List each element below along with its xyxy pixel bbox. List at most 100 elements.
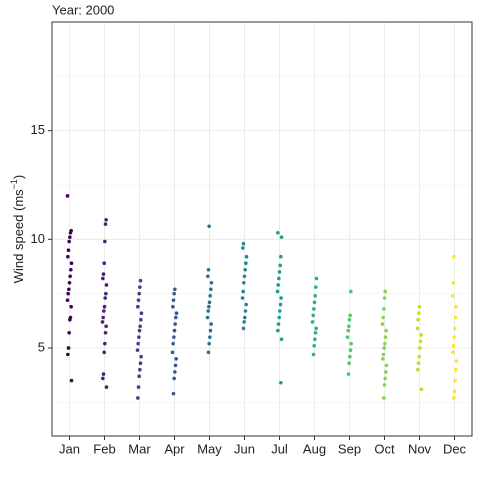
y-tick-label: 5 (38, 339, 45, 354)
point (104, 217, 108, 222)
point (103, 222, 108, 226)
point (139, 354, 143, 359)
point (102, 350, 106, 355)
point (278, 263, 282, 268)
point (172, 291, 176, 296)
point (68, 317, 72, 322)
point (382, 296, 387, 300)
point (314, 276, 319, 281)
point (451, 350, 455, 355)
x-tick-label: Oct (374, 441, 395, 456)
point (241, 246, 245, 250)
point (416, 361, 421, 365)
point (276, 322, 281, 326)
point (453, 326, 457, 331)
point (137, 328, 142, 333)
y-label-part: Wind speed (ms (11, 189, 26, 283)
point (313, 330, 318, 335)
point (347, 324, 351, 329)
point (172, 328, 177, 333)
point (171, 391, 176, 396)
point (417, 311, 421, 316)
point (416, 317, 420, 322)
point (209, 280, 214, 285)
point (383, 289, 387, 294)
y-axis-label: Wind speed (ms−1) (9, 175, 26, 284)
x-tick-label: Jun (234, 441, 255, 456)
point (347, 317, 352, 322)
point (137, 374, 141, 379)
point (136, 385, 141, 389)
point (452, 389, 457, 394)
point (174, 357, 178, 361)
point (454, 304, 458, 309)
point (418, 339, 423, 344)
point (243, 309, 248, 313)
point (66, 248, 71, 252)
point (69, 378, 74, 383)
point (66, 254, 70, 259)
point (312, 307, 316, 311)
point (279, 254, 283, 259)
y-tick-label: 10 (31, 231, 45, 246)
point (416, 367, 420, 372)
point (275, 289, 280, 294)
point (454, 367, 458, 372)
point (313, 337, 317, 342)
point (68, 274, 72, 279)
point (314, 285, 318, 289)
point (104, 283, 109, 287)
point (104, 291, 108, 296)
point (65, 298, 70, 302)
x-tick-label: May (197, 441, 222, 456)
point (383, 376, 387, 381)
point (346, 328, 350, 333)
point (452, 335, 456, 339)
point (276, 283, 280, 287)
point (209, 287, 213, 292)
point (136, 304, 140, 309)
point (209, 322, 213, 326)
point (68, 231, 73, 235)
point (418, 346, 422, 350)
x-tick-label: Jan (59, 441, 80, 456)
point (67, 239, 71, 244)
point (206, 274, 210, 279)
point (242, 320, 246, 324)
point (384, 328, 388, 333)
x-tick-label: Dec (443, 441, 467, 456)
point (346, 372, 351, 376)
point (101, 372, 106, 376)
point (208, 294, 212, 298)
point (101, 315, 105, 320)
point (382, 346, 386, 350)
point (276, 328, 280, 333)
point (311, 352, 316, 357)
point (206, 309, 210, 313)
point (173, 363, 178, 368)
y-label-part: ) (11, 175, 26, 179)
point (69, 261, 74, 266)
point (383, 335, 388, 339)
point (103, 341, 107, 346)
point (279, 235, 284, 239)
point (277, 270, 282, 274)
point (382, 307, 386, 311)
point (206, 350, 211, 355)
point (241, 289, 245, 294)
point (312, 300, 317, 305)
point (451, 280, 455, 285)
point (417, 304, 422, 309)
point (277, 315, 281, 320)
point (241, 326, 246, 331)
point (242, 274, 247, 279)
point (417, 354, 421, 359)
point (415, 326, 420, 331)
x-tick-label: Sep (338, 441, 361, 456)
point (276, 231, 280, 235)
point (279, 296, 283, 300)
point (205, 315, 210, 320)
point (136, 298, 141, 302)
point (382, 396, 386, 400)
y-label-sup: −1 (9, 179, 19, 189)
